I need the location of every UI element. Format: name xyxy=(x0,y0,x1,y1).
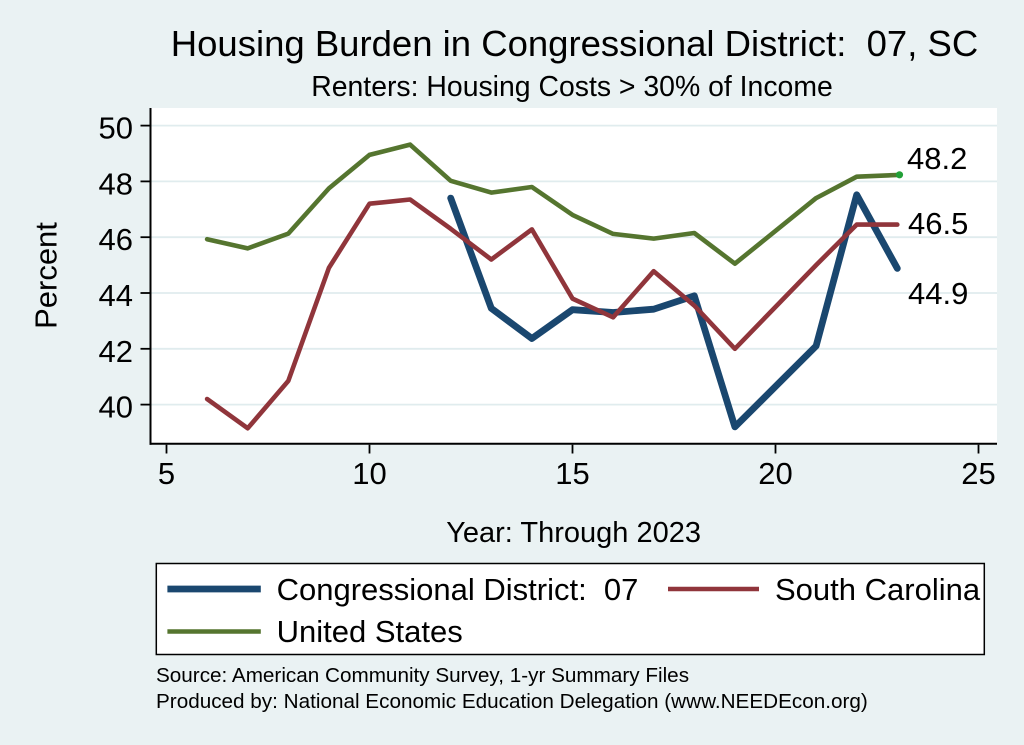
svg-text:Year: Through 2023: Year: Through 2023 xyxy=(446,517,701,549)
svg-text:15: 15 xyxy=(555,456,589,491)
svg-text:44.9: 44.9 xyxy=(908,276,968,311)
svg-text:South Carolina: South Carolina xyxy=(775,572,981,607)
svg-text:Produced by: National Economic: Produced by: National Economic Education… xyxy=(156,690,868,713)
svg-text:10: 10 xyxy=(352,456,386,491)
svg-text:Source: American Community Sur: Source: American Community Survey, 1-yr … xyxy=(156,664,689,687)
svg-text:40: 40 xyxy=(99,390,133,425)
svg-text:20: 20 xyxy=(758,456,792,491)
svg-text:Renters: Housing Costs > 30% o: Renters: Housing Costs > 30% of Income xyxy=(311,71,833,103)
svg-text:50: 50 xyxy=(99,111,133,146)
svg-text:48: 48 xyxy=(99,166,133,201)
svg-text:48.2: 48.2 xyxy=(907,141,967,176)
svg-text:25: 25 xyxy=(961,456,995,491)
svg-text:46: 46 xyxy=(99,222,133,257)
svg-text:Housing Burden in Congressiona: Housing Burden in Congressional District… xyxy=(171,23,978,64)
svg-text:United States: United States xyxy=(277,614,463,649)
svg-text:Congressional District: 07: Congressional District: 07 xyxy=(277,572,639,607)
svg-text:46.5: 46.5 xyxy=(908,206,968,241)
svg-text:5: 5 xyxy=(158,456,175,491)
svg-text:Percent: Percent xyxy=(29,222,64,329)
svg-text:42: 42 xyxy=(99,334,133,369)
svg-text:44: 44 xyxy=(99,278,133,313)
